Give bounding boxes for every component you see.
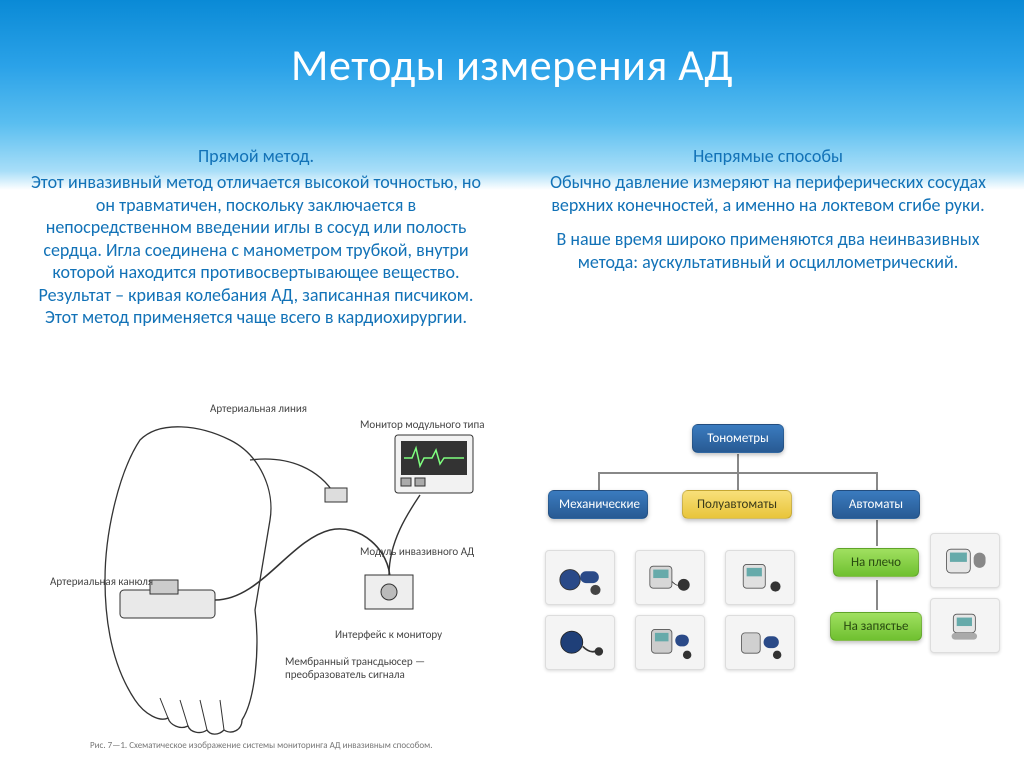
left-body: Этот инвазивный метод отличается высокой… <box>28 171 484 329</box>
device-auto-wrist <box>930 598 1000 653</box>
node-wrist: На запястье <box>830 612 922 641</box>
slide-title: Методы измерения АД <box>291 38 733 92</box>
slide: Методы измерения АД Прямой метод. Этот и… <box>0 0 1024 767</box>
connector <box>876 472 878 490</box>
label-monitor: Монитор модульного типа <box>360 418 484 431</box>
device-semi-4 <box>725 615 795 670</box>
connector <box>876 580 878 610</box>
connector <box>737 454 739 472</box>
device-mechanical-1 <box>545 550 615 605</box>
node-arm: На плечо <box>833 548 919 577</box>
device-semi-2 <box>635 615 705 670</box>
node-auto: Автоматы <box>832 490 920 519</box>
tonometer-tree: Тонометры Механические Полуавтоматы Авто… <box>540 420 1000 740</box>
right-p2: В наше время широко применяются два неин… <box>540 228 996 273</box>
label-arterial-line: Артериальная линия <box>210 402 307 415</box>
right-heading: Непрямые способы <box>540 145 996 167</box>
right-p1: Обычно давление измеряют на периферическ… <box>540 171 996 216</box>
label-interface: Интерфейс к монитору <box>335 628 442 641</box>
invasive-diagram: Артериальная линия Артериальная канюля М… <box>60 400 490 740</box>
node-semi: Полуавтоматы <box>682 490 792 519</box>
device-mechanical-2 <box>545 615 615 670</box>
device-auto-arm <box>930 533 1000 588</box>
connector <box>737 472 739 490</box>
connector <box>598 472 600 490</box>
diagram-caption: Рис. 7—1. Схематическое изображение сист… <box>90 740 433 751</box>
node-mech: Механические <box>548 490 648 519</box>
left-heading: Прямой метод. <box>28 145 484 167</box>
device-semi-1 <box>635 550 705 605</box>
label-module: Модуль инвазивного АД <box>360 545 474 558</box>
arm-illustration-icon <box>60 400 490 740</box>
label-arterial-cannula: Артериальная канюля <box>50 575 153 588</box>
node-root: Тонометры <box>692 424 784 453</box>
connector <box>876 520 878 546</box>
label-transducer: Мембранный трансдьюсер — преобразователь… <box>285 655 475 681</box>
device-semi-3 <box>725 550 795 605</box>
